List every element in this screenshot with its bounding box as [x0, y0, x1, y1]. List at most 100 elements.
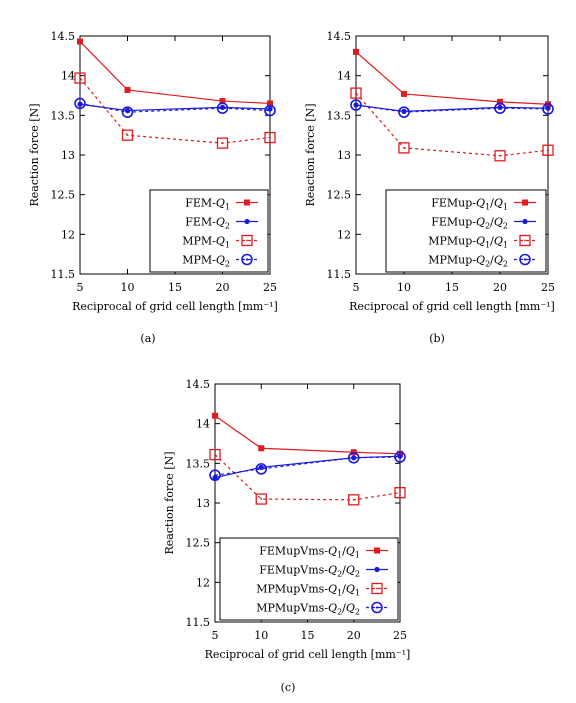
chart-panel-c: 11.5 12 12.5 13 13.5 14 14.5 5 10 15 20 25 Reciproca…: [163, 378, 410, 661]
y-tick-label-c: 14: [196, 418, 210, 431]
legend-marker-b-2-dot: [524, 239, 526, 242]
legend-label-b-0: FEMup-Q1​/Q1​: [431, 197, 508, 212]
data-point-c-0: [258, 445, 265, 452]
data-point-c-3: [255, 463, 268, 475]
y-tick-label-b: 12: [337, 228, 351, 241]
data-point-a-3-outline: [74, 97, 86, 110]
data-point-b-3: [398, 106, 410, 118]
data-point-c-2-outline: [209, 448, 221, 461]
y-tick-label-b: 14: [337, 70, 351, 83]
data-point-a-3-outline: [121, 106, 134, 118]
legend-label-b-2: MPMup-Q1​/Q1​: [428, 235, 508, 250]
data-point-a-2-outline: [121, 129, 134, 141]
y-tick-label-c: 11.5: [186, 616, 211, 629]
x-tick-label-c: 10: [254, 629, 268, 642]
data-point-a-2-outline: [216, 137, 229, 149]
series-line-c-3: [214, 456, 401, 476]
data-point-b-2: [398, 142, 410, 154]
y-tick-label-b: 12.5: [327, 189, 352, 202]
x-tick-label-a: 5: [77, 281, 84, 294]
data-point-c-2: [348, 494, 360, 506]
data-point-a-0: [219, 98, 226, 105]
series-line-a-3: [79, 102, 271, 113]
chart-panel-a: 11.5 12 12.5 13 13.5 14 14.5 5 10 15 20 25 Reciproca…: [28, 30, 278, 313]
data-point-a-3: [216, 102, 229, 114]
data-point-b-2-outline: [542, 144, 554, 156]
series-line-c-1: [214, 455, 401, 479]
x-tick-label-c: 20: [347, 629, 361, 642]
data-point-a-2-dot: [126, 134, 129, 137]
data-point-b-3-outline: [542, 103, 554, 115]
legend-box-c: [219, 537, 399, 621]
y-tick-label-c: 13.5: [186, 457, 211, 470]
data-point-b-2-outline: [398, 142, 410, 154]
data-point-b-3-dot: [546, 107, 550, 111]
x-tick-label-b: 5: [353, 281, 360, 294]
legend-marker-a-2-dot: [246, 239, 248, 242]
legend-marker-a-0: [244, 199, 250, 206]
legend-label-a-2: MPM-Q1​: [182, 235, 230, 250]
x-tick-label-a: 10: [121, 281, 135, 294]
x-tick-label-b: 20: [493, 281, 507, 294]
panel-caption-b: (b): [429, 332, 445, 345]
data-point-b-3: [494, 102, 506, 114]
legend-marker-b-3-dot: [523, 258, 527, 261]
legend-marker-b-3: [519, 253, 531, 266]
legend-label-a-0: FEM-Q1​: [185, 197, 230, 212]
data-point-b-2: [494, 150, 506, 162]
data-point-a-1: [267, 106, 273, 112]
x-tick-label-c: 5: [212, 629, 219, 642]
series-line-b-3: [355, 104, 549, 113]
data-point-b-3-dot: [402, 111, 406, 114]
data-point-c-3-dot: [352, 456, 355, 459]
y-tick-label-a: 11.5: [51, 268, 76, 281]
legend-marker-b-2: [519, 234, 531, 247]
data-point-c-2: [209, 448, 221, 461]
x-tick-label-b: 15: [445, 281, 459, 294]
data-point-b-0: [401, 90, 407, 97]
data-point-b-3: [350, 99, 362, 111]
data-point-a-2-outline: [74, 72, 86, 84]
x-axis-label-b: Reciprocal of grid cell length [mm⁻¹]: [349, 300, 555, 313]
data-point-c-2-outline: [255, 493, 267, 505]
data-point-b-2-dot: [355, 92, 357, 95]
data-point-a-3: [264, 104, 276, 117]
data-point-b-0: [353, 48, 359, 55]
data-point-c-0: [212, 412, 218, 419]
data-point-a-2: [121, 129, 134, 141]
data-point-c-1: [212, 475, 218, 481]
y-tick-label-a: 13: [61, 149, 75, 162]
data-point-a-2: [74, 72, 86, 84]
series-line-a-0: [79, 41, 271, 105]
data-point-a-0: [77, 38, 83, 45]
data-point-b-2-dot: [403, 146, 405, 149]
data-point-c-2-outline: [394, 487, 406, 499]
legend-marker-b-3-outline: [519, 253, 531, 266]
data-point-a-2: [216, 137, 229, 149]
data-point-c-2-dot: [399, 491, 401, 494]
legend-marker-a-2-outline: [241, 234, 253, 247]
data-point-b-2: [542, 144, 554, 156]
y-tick-label-b: 13: [337, 149, 351, 162]
data-point-a-2-dot: [79, 77, 81, 79]
legend-marker-c-2-dot: [376, 587, 378, 590]
data-point-a-0: [267, 100, 273, 107]
y-tick-label-a: 12: [61, 228, 75, 241]
x-tick-label-a: 15: [168, 281, 182, 294]
legend-b: FEMup-Q1​/Q1​ FEMup-Q2​/Q2​ MPMup-Q1​/Q1​ M…: [385, 189, 547, 273]
data-point-c-3-dot: [260, 467, 263, 470]
y-tick-label-c: 12: [196, 576, 210, 589]
data-point-b-2: [350, 87, 362, 99]
legend-marker-c-3: [371, 601, 383, 614]
legend-a: FEM-Q1​ FEM-Q2​ MPM-Q1​ MPM-Q2​: [149, 189, 269, 273]
y-axis-label-c: Reaction force [N]: [163, 452, 176, 555]
data-point-a-3-dot: [221, 107, 224, 110]
data-point-a-3-dot: [268, 109, 272, 112]
legend-label-c-2: MPMupVms-Q1​/Q1​: [256, 583, 360, 598]
legend-marker-a-3-dot: [245, 258, 249, 261]
series-line-b-0: [355, 51, 549, 105]
y-tick-label-b: 11.5: [327, 268, 352, 281]
legend-marker-b-0: [522, 199, 528, 206]
data-point-c-2-dot: [352, 498, 355, 501]
